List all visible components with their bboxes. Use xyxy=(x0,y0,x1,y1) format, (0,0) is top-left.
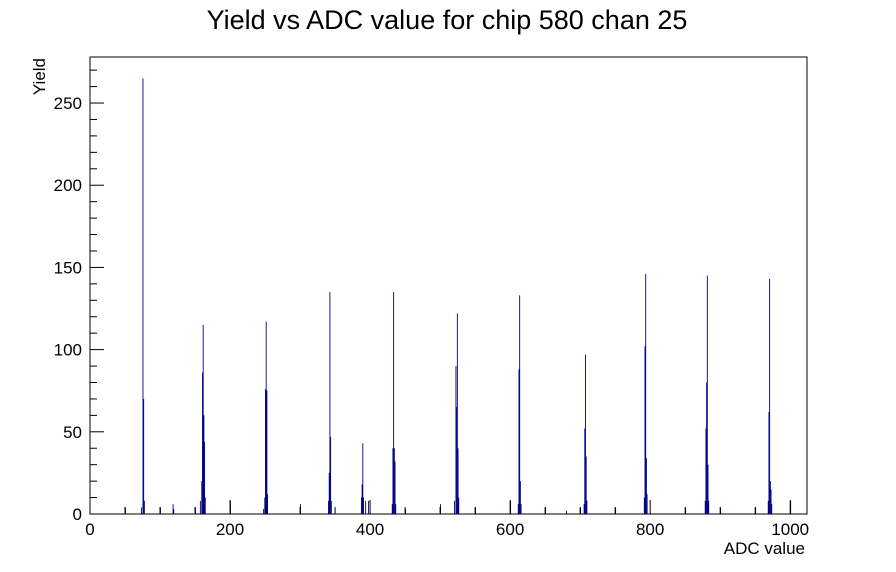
histogram-bar xyxy=(767,500,769,514)
histogram-bar xyxy=(204,441,206,514)
histogram-bar xyxy=(365,500,367,514)
histogram-bar xyxy=(143,500,145,514)
histogram-bar xyxy=(585,456,587,514)
x-tick-label: 0 xyxy=(85,520,94,539)
histogram-bar xyxy=(457,448,459,514)
histogram-bar xyxy=(704,500,706,514)
histogram-bar xyxy=(204,497,206,514)
histogram-bar xyxy=(264,497,266,514)
histogram-bar xyxy=(367,500,369,514)
histogram-bar xyxy=(771,504,773,514)
histogram-bar xyxy=(644,346,646,514)
histogram-bar xyxy=(391,504,393,514)
histogram-bar xyxy=(454,500,456,514)
x-tick-label: 800 xyxy=(636,520,664,539)
histogram-bar xyxy=(363,497,364,514)
histogram-bar xyxy=(707,464,709,514)
histogram-bar xyxy=(586,500,588,514)
histogram-bar xyxy=(361,484,363,514)
histogram-bar xyxy=(646,494,648,514)
x-axis-label: ADC value xyxy=(724,539,805,558)
histogram-bar xyxy=(585,354,586,514)
histogram-bar xyxy=(769,481,771,514)
histogram-bar xyxy=(517,504,519,514)
y-tick-label: 50 xyxy=(63,423,82,442)
x-tick-label: 400 xyxy=(356,520,384,539)
y-axis-ticks: 0 50 100 150 200 250 xyxy=(54,69,104,524)
histogram-bar xyxy=(202,324,204,514)
histogram-bar xyxy=(362,443,364,514)
x-tick-label: 200 xyxy=(216,520,244,539)
histogram-bar xyxy=(520,504,522,514)
histogram-bar xyxy=(458,497,460,514)
histogram-bar xyxy=(142,78,144,514)
histogram-bar xyxy=(262,509,264,514)
histogram-bar xyxy=(199,500,201,514)
histogram-bar xyxy=(456,407,458,514)
histogram-bar xyxy=(770,489,772,514)
y-axis-label: Yield xyxy=(30,58,49,95)
x-tick-label: 1000 xyxy=(771,520,809,539)
histogram-bar xyxy=(393,448,395,514)
y-tick-label: 0 xyxy=(73,505,82,524)
histogram-bar xyxy=(392,448,394,514)
y-tick-label: 150 xyxy=(54,258,82,277)
histogram-bar xyxy=(768,412,770,514)
histogram-bar xyxy=(265,321,267,514)
histogram-bar xyxy=(706,275,708,514)
histogram-bar xyxy=(360,497,362,514)
histogram-bar xyxy=(172,504,174,514)
plot-frame xyxy=(89,56,808,515)
histogram-bar xyxy=(328,500,329,514)
x-tick-label: 600 xyxy=(496,520,524,539)
histogram-bar xyxy=(584,428,586,514)
histogram-bar xyxy=(705,428,707,514)
histogram-bar xyxy=(706,382,708,514)
histogram-bar xyxy=(202,372,203,514)
histogram-bar xyxy=(143,398,145,514)
y-tick-label: 200 xyxy=(54,176,82,195)
histogram-bar xyxy=(645,458,647,514)
histogram-bar xyxy=(265,389,266,514)
histogram-bar xyxy=(330,436,332,514)
histogram-bar xyxy=(329,292,331,514)
histogram-bar xyxy=(566,510,568,514)
chart-title: Yield vs ADC value for chip 580 chan 25 xyxy=(207,5,688,35)
histogram-bar xyxy=(708,500,710,514)
histogram-bar xyxy=(141,507,143,514)
histogram-bar xyxy=(266,390,268,514)
histogram-bar xyxy=(518,369,520,514)
histogram-bar xyxy=(267,494,269,514)
histogram-bar xyxy=(583,504,585,514)
histogram-bar xyxy=(393,292,395,514)
histogram-bar xyxy=(203,415,205,514)
histogram-bar xyxy=(330,500,332,514)
histogram-bar xyxy=(645,273,647,514)
x-axis-ticks: 0 200 400 600 800 1000 xyxy=(85,500,809,539)
histogram-bar xyxy=(643,497,645,514)
histogram-bar xyxy=(394,461,396,514)
histogram-bar xyxy=(519,295,521,514)
histogram-bar xyxy=(455,366,457,514)
histogram-bar xyxy=(456,313,458,514)
histogram-bar xyxy=(769,278,771,514)
histogram-bar xyxy=(519,481,521,514)
histogram-bar xyxy=(201,481,203,514)
y-tick-label: 250 xyxy=(54,94,82,113)
histogram-bar xyxy=(395,504,397,514)
histogram-bar xyxy=(173,509,175,514)
y-tick-label: 100 xyxy=(54,341,82,360)
histogram-bar xyxy=(328,472,330,514)
